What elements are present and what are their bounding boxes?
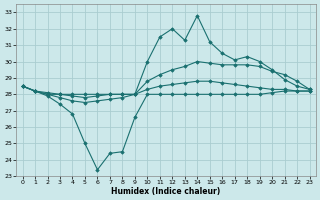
X-axis label: Humidex (Indice chaleur): Humidex (Indice chaleur) [111,187,221,196]
